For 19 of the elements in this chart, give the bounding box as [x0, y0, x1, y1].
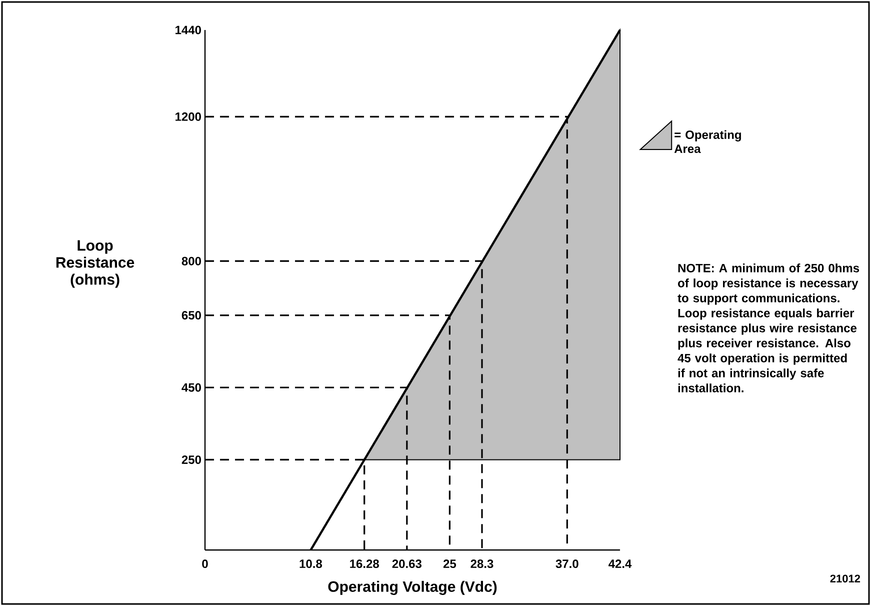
y-axis-title: Loop Resistance (ohms)	[56, 240, 134, 288]
x-tick-label: 20.63	[392, 560, 422, 568]
x-tick-label: 28.3	[470, 560, 494, 568]
text: NOTE: A minimum of 250 0hms of loop resistance is necessary to support communications. Loop resistance equals barrier resistance plus wire resistance plus receiver resistance. Also 45 volt operation is permitted if not an intrinsically safe installation.	[678, 264, 860, 392]
x-tick-label: 37.0	[556, 560, 578, 568]
y-tick-label: 800	[182, 256, 201, 266]
y-tick-label: 250	[182, 455, 201, 464]
x-axis-title: Operating Voltage (Vdc)	[328, 580, 497, 595]
x-tick-label: 42.4	[608, 560, 632, 568]
y-tick-label: 450	[182, 383, 201, 392]
x-tick-label: 0	[202, 560, 208, 568]
legend-label: = Operating Area	[674, 130, 741, 154]
text: 21012	[830, 574, 860, 582]
x-tick-label: 25	[443, 560, 456, 568]
y-tick-label: 1440	[176, 26, 201, 34]
x-tick-label: 16.28	[350, 560, 379, 568]
y-tick-label: 1200	[176, 112, 201, 121]
y-tick-label: 650	[182, 311, 201, 320]
x-tick-label: 10.8	[300, 560, 322, 568]
